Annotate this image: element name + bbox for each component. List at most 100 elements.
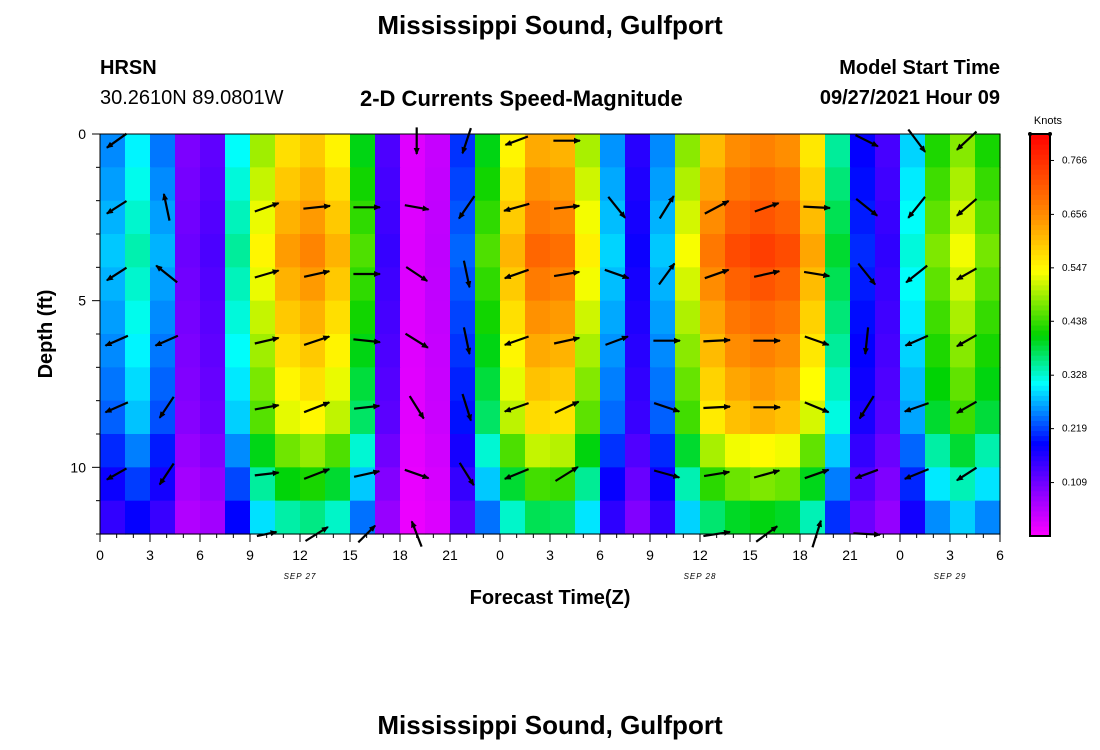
heatmap-cell: [900, 300, 926, 335]
colorbar-swatch: [1030, 340, 1050, 346]
heatmap-cell: [525, 200, 551, 235]
x-axis: 0 3 6 9 12 15 18 21 0 3 6 9 12 15 18 21 0 3 6 SEP 27 SEP 28 S…: [96, 534, 1004, 581]
colorbar-swatch: [1030, 294, 1050, 301]
colorbar-swatch: [1030, 164, 1050, 170]
colorbar-swatch: [1030, 465, 1050, 472]
heatmap-cell: [275, 400, 301, 435]
heatmap-cell: [275, 434, 301, 468]
x-tick-label: 0: [896, 547, 904, 563]
heatmap-cell: [200, 267, 226, 302]
heatmap-cell: [225, 134, 251, 168]
current-vector-arrow: [303, 269, 331, 278]
heatmap-cell: [525, 234, 551, 268]
colorbar-swatch: [1030, 365, 1050, 371]
colorbar-swatch: [1030, 204, 1050, 210]
colorbar-swatch: [1030, 405, 1050, 411]
heatmap-cell: [700, 134, 726, 168]
heatmap-cell: [625, 200, 651, 235]
heatmap-cell: [150, 167, 176, 202]
heatmap-cell: [375, 300, 401, 335]
heatmap-cell: [425, 234, 451, 268]
heatmap-cell: [675, 434, 701, 468]
heatmap-cell: [225, 434, 251, 468]
current-vector-arrow: [803, 270, 831, 279]
heatmap-cell: [675, 367, 701, 402]
heatmap-cell: [825, 434, 851, 468]
heatmap-cell: [875, 467, 901, 502]
colorbar-swatch: [1030, 309, 1050, 316]
current-vector-arrow: [254, 336, 280, 345]
colorbar: 0.109 0.219 0.328 0.438 0.547 0.656 0.766: [1028, 132, 1087, 537]
current-vector-arrow: [303, 203, 331, 210]
heatmap-cell: [700, 200, 726, 235]
current-vector-arrow: [503, 335, 529, 346]
heatmap-cell: [475, 400, 501, 435]
x-tick-label: 3: [946, 547, 954, 563]
heatmap-cell: [150, 234, 176, 268]
heatmap-cell: [900, 267, 926, 302]
heatmap-cell: [875, 167, 901, 202]
heatmap-cell: [875, 500, 901, 535]
heatmap-cell: [275, 134, 301, 168]
heatmap-cell: [775, 167, 801, 202]
colorbar-swatch: [1030, 480, 1050, 487]
heatmap-cell: [650, 434, 676, 468]
heatmap-cell: [875, 267, 901, 302]
colorbar-frame: [1029, 133, 1051, 537]
y-axis: 0 5 10: [70, 126, 100, 535]
heatmap-cell: [950, 167, 976, 202]
heatmap-cell: [275, 234, 301, 268]
heatmap-cell: [925, 500, 951, 535]
current-vector-arrow: [106, 132, 128, 149]
current-vector-arrow: [704, 200, 730, 215]
heatmap-cell: [675, 334, 701, 368]
heatmap-cell: [900, 434, 926, 468]
x-tick-label: 18: [792, 547, 808, 563]
heatmap-cell: [475, 367, 501, 402]
model-start-label: Model Start Time: [839, 57, 1000, 79]
heatmap-cell: [750, 334, 776, 368]
current-vector-arrow: [854, 468, 879, 480]
current-vector-arrow: [353, 403, 381, 410]
heatmap-cell: [325, 467, 351, 502]
colorbar-end-dot: [1028, 132, 1032, 136]
heatmap-cell: [625, 367, 651, 402]
heatmap-cell: [975, 500, 1001, 535]
heatmap-cell: [375, 500, 401, 535]
heatmap-cell: [200, 467, 226, 502]
current-vector-arrow: [553, 269, 581, 278]
heatmap-cell: [650, 367, 676, 402]
colorbar-swatch: [1030, 219, 1050, 226]
heatmap-cell: [875, 134, 901, 168]
heatmap-cell: [825, 267, 851, 302]
y-tick-label: 0: [78, 126, 86, 142]
heatmap-cell: [800, 434, 826, 468]
heatmap-cell: [850, 234, 876, 268]
heatmap-cell: [375, 267, 401, 302]
heatmap-cell: [400, 334, 426, 368]
current-vector-arrow: [658, 262, 676, 286]
heatmap-cell: [200, 200, 226, 235]
heatmap-cell: [475, 300, 501, 335]
heatmap-cell: [200, 500, 226, 535]
heatmap-cell: [800, 500, 826, 535]
current-vector-arrow: [858, 395, 875, 420]
heatmap-cell: [775, 234, 801, 268]
heatmap-cell: [550, 134, 576, 168]
heatmap-cell: [275, 334, 301, 368]
heatmap-cell: [350, 234, 376, 268]
colorbar-swatch: [1030, 490, 1050, 497]
heatmap-cell: [925, 400, 951, 435]
heatmap-cell: [225, 500, 251, 535]
heatmap-cell: [450, 200, 476, 235]
heatmap-cell: [900, 234, 926, 268]
current-vector-arrow: [956, 466, 978, 482]
colorbar-swatch: [1030, 425, 1050, 432]
current-vector-arrow: [855, 198, 878, 217]
colorbar-swatch: [1030, 284, 1050, 291]
heatmap-cell: [425, 334, 451, 368]
heatmap-cell: [175, 234, 201, 268]
colorbar-end-dot: [1048, 132, 1052, 136]
heatmap-cell: [175, 367, 201, 402]
heatmap-cell: [775, 200, 801, 235]
